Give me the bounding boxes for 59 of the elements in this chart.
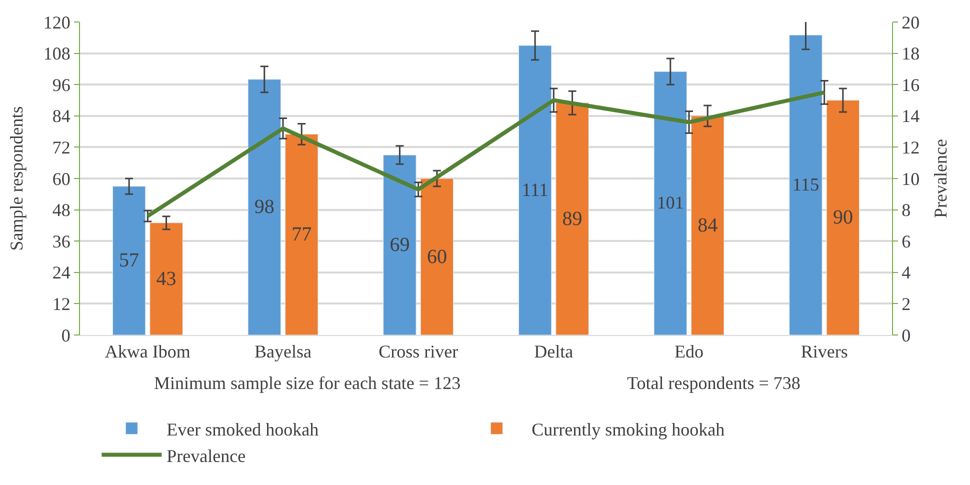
y2-tick-label: 0 — [902, 325, 911, 346]
x-tick-label: Edo — [674, 342, 704, 362]
y-tick-label: 96 — [52, 74, 70, 95]
y-tick-label: 120 — [43, 12, 70, 32]
y-tick-label: 84 — [52, 106, 70, 126]
data-label: 98 — [254, 196, 274, 218]
bar — [654, 71, 688, 335]
data-label: 111 — [522, 180, 548, 201]
data-label: 57 — [119, 250, 140, 272]
bar — [112, 186, 146, 335]
x-tick-label: Bayelsa — [254, 342, 312, 362]
x-tick-label: Cross river — [378, 342, 458, 362]
legend-label: Prevalence — [166, 446, 246, 466]
y2-tick-label: 4 — [902, 262, 911, 283]
data-label: 90 — [832, 206, 853, 229]
bar — [383, 154, 416, 335]
y2-tick-label: 10 — [902, 168, 920, 189]
bar — [556, 102, 589, 335]
y-tick-label: 72 — [52, 138, 70, 158]
y-tick-label: 36 — [52, 231, 70, 252]
y-tick-label: 0 — [61, 325, 70, 346]
data-label: 69 — [390, 234, 410, 256]
x-tick-label: Rivers — [800, 342, 848, 362]
bar — [284, 134, 318, 335]
bar — [420, 178, 454, 335]
y-tick-label: 24 — [52, 262, 70, 283]
data-label: 43 — [156, 268, 176, 290]
y2-tick-label: 8 — [902, 200, 911, 220]
bar — [789, 34, 822, 335]
data-label: 101 — [657, 192, 684, 213]
y2-tick-label: 2 — [902, 294, 911, 314]
bar — [248, 79, 282, 335]
y2-tick-label: 18 — [902, 44, 920, 64]
y2-tick-label: 6 — [902, 231, 911, 252]
y2-tick-label: 16 — [902, 74, 920, 95]
x-tick-label: Delta — [534, 342, 574, 362]
y-axis-title: Sample respondents — [6, 106, 27, 251]
data-label: 115 — [792, 174, 820, 195]
y2-tick-label: 20 — [902, 12, 920, 32]
y2-tick-label: 14 — [902, 106, 920, 126]
legend-label: Currently smoking hookah — [532, 419, 725, 440]
data-label: 84 — [698, 214, 718, 236]
legend-label: Ever smoked hookah — [166, 419, 319, 440]
bar — [826, 100, 860, 335]
y2-axis-title: Prevalence — [930, 139, 951, 218]
text: Total respondents = 738 — [627, 373, 800, 393]
text: Minimum sample size for each state = 123 — [154, 373, 461, 393]
y-tick-label: 12 — [52, 294, 70, 314]
y-tick-label: 108 — [43, 44, 70, 64]
bar — [690, 116, 724, 335]
y2-tick-label: 12 — [902, 138, 920, 158]
bar — [518, 45, 552, 335]
y-tick-label: 60 — [52, 168, 70, 189]
data-label: 89 — [562, 208, 582, 230]
data-label: 77 — [292, 224, 312, 246]
y-tick-label: 48 — [52, 200, 70, 220]
x-tick-label: Akwa Ibom — [104, 342, 190, 362]
bar — [150, 222, 183, 335]
data-label: 60 — [426, 246, 447, 268]
